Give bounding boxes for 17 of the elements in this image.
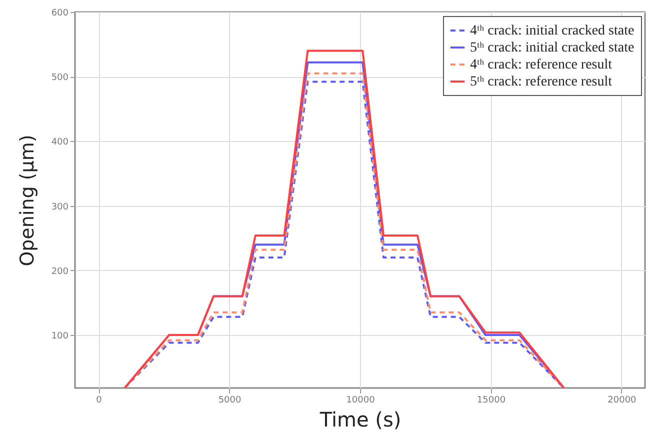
legend-label: 4ᵗʰ crack: reference result [470,58,612,72]
y-tick-label: 500 [51,73,69,84]
x-tick-label: 15000 [476,396,506,406]
legend-label: 5ᵗʰ crack: reference result [470,74,612,90]
y-tick-label: 200 [51,266,69,277]
y-tick-label: 600 [51,8,69,18]
x-tick-label: 5000 [218,396,242,406]
x-tick-label: 20000 [608,396,637,406]
legend-label: 5ᵗʰ crack: initial cracked state [470,40,634,56]
y-axis-title: Opening (µm) [16,134,38,266]
x-tick-label: 0 [96,396,102,406]
legend-label: 4ᵗʰ crack: initial cracked state [470,24,634,38]
y-tick-label: 300 [51,202,69,212]
y-tick-label: 400 [51,138,69,148]
x-tick-label: 10000 [346,396,376,406]
y-tick-label: 100 [51,332,69,342]
x-axis-title: Time (s) [318,408,402,432]
